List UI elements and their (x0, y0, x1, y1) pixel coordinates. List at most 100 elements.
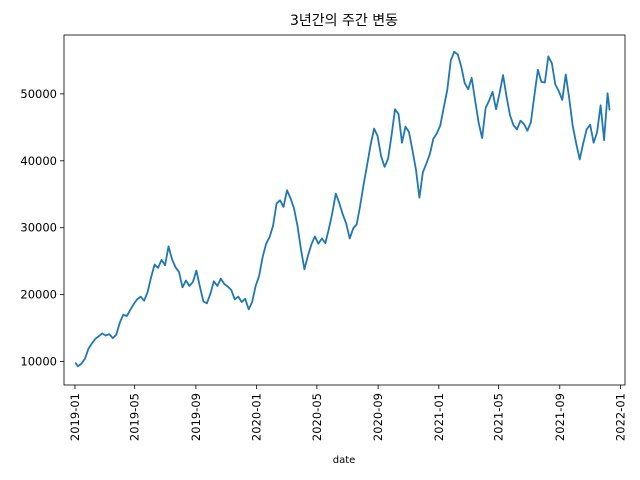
data-point (352, 227, 354, 229)
x-tick-label: 2021-01 (432, 393, 446, 441)
data-point (404, 126, 407, 128)
data-point (272, 225, 274, 227)
data-point (450, 59, 452, 62)
plot-area (74, 50, 611, 368)
data-point (439, 124, 441, 126)
data-point (519, 120, 522, 122)
data-point (572, 125, 574, 127)
data-point (467, 88, 469, 90)
data-point (349, 237, 351, 240)
data-point (87, 348, 89, 350)
data-point (600, 104, 602, 106)
data-point (335, 193, 337, 195)
data-point (491, 91, 494, 93)
data-point (133, 303, 135, 305)
data-point (307, 255, 309, 257)
data-point (209, 293, 211, 295)
data-point (136, 298, 138, 300)
y-axis: 10000 20000 30000 40000 50000 (20, 87, 64, 369)
data-point (516, 128, 518, 130)
data-point (401, 142, 403, 144)
data-point (338, 202, 340, 204)
data-point (265, 243, 267, 245)
data-point (363, 183, 365, 185)
data-point (108, 333, 110, 335)
data-point (554, 83, 556, 86)
data-point (596, 131, 598, 133)
data-point (105, 334, 107, 337)
data-point (199, 286, 201, 288)
data-point (523, 123, 525, 125)
data-point (579, 158, 581, 161)
data-point (160, 259, 163, 261)
data-point (171, 258, 173, 260)
data-point (606, 92, 609, 94)
data-point (377, 135, 379, 137)
data-point (286, 189, 288, 191)
data-point (383, 166, 386, 168)
data-point (505, 95, 508, 98)
data-point (293, 207, 295, 209)
data-point (275, 203, 278, 205)
data-point (206, 302, 208, 304)
data-point (533, 94, 536, 96)
data-point (356, 223, 358, 225)
data-point (324, 242, 326, 244)
data-point (282, 206, 285, 208)
x-tick-label: 2021-09 (553, 393, 567, 441)
data-point (537, 69, 539, 71)
data-point (390, 134, 393, 136)
data-point (345, 223, 347, 225)
x-tick-label: 2020-01 (250, 393, 264, 441)
data-point (150, 276, 152, 278)
data-point (216, 285, 218, 287)
series-points (74, 51, 611, 367)
data-point (112, 337, 114, 339)
data-point (474, 99, 476, 102)
data-point (608, 109, 611, 111)
data-point (443, 106, 445, 108)
data-point (244, 298, 246, 300)
data-point (223, 283, 225, 285)
data-point (192, 281, 194, 283)
data-point (174, 266, 177, 268)
data-point (558, 90, 560, 92)
data-point (530, 121, 532, 123)
data-point (279, 199, 281, 201)
data-point (415, 168, 417, 171)
x-tick-label: 2020-05 (310, 393, 324, 441)
data-point (122, 314, 124, 316)
y-tick-label: 20000 (20, 288, 57, 302)
data-point (255, 285, 257, 287)
data-point (119, 322, 121, 324)
chart-title: 3년간의 주간 변동 (290, 13, 398, 29)
data-point (202, 300, 204, 302)
data-point (589, 124, 591, 126)
x-tick-label: 2019-09 (189, 393, 203, 441)
data-point (220, 277, 222, 280)
data-point (303, 268, 306, 270)
data-point (380, 155, 382, 157)
data-point (526, 130, 529, 132)
data-point (495, 108, 497, 110)
data-point (262, 256, 264, 258)
data-point (321, 237, 323, 240)
data-point (251, 301, 253, 303)
data-point (397, 113, 400, 115)
data-point (460, 65, 462, 68)
data-point (310, 243, 312, 246)
data-point (188, 285, 191, 287)
data-point (547, 55, 549, 58)
data-point (157, 267, 159, 269)
data-point (411, 149, 414, 151)
data-point (582, 142, 584, 145)
data-point (74, 362, 77, 364)
data-point (94, 338, 96, 340)
data-point (91, 342, 93, 345)
data-point (234, 298, 236, 300)
data-point (230, 289, 232, 291)
data-point (366, 164, 368, 166)
data-point (98, 335, 100, 337)
data-point (481, 137, 483, 139)
data-point (502, 74, 504, 76)
